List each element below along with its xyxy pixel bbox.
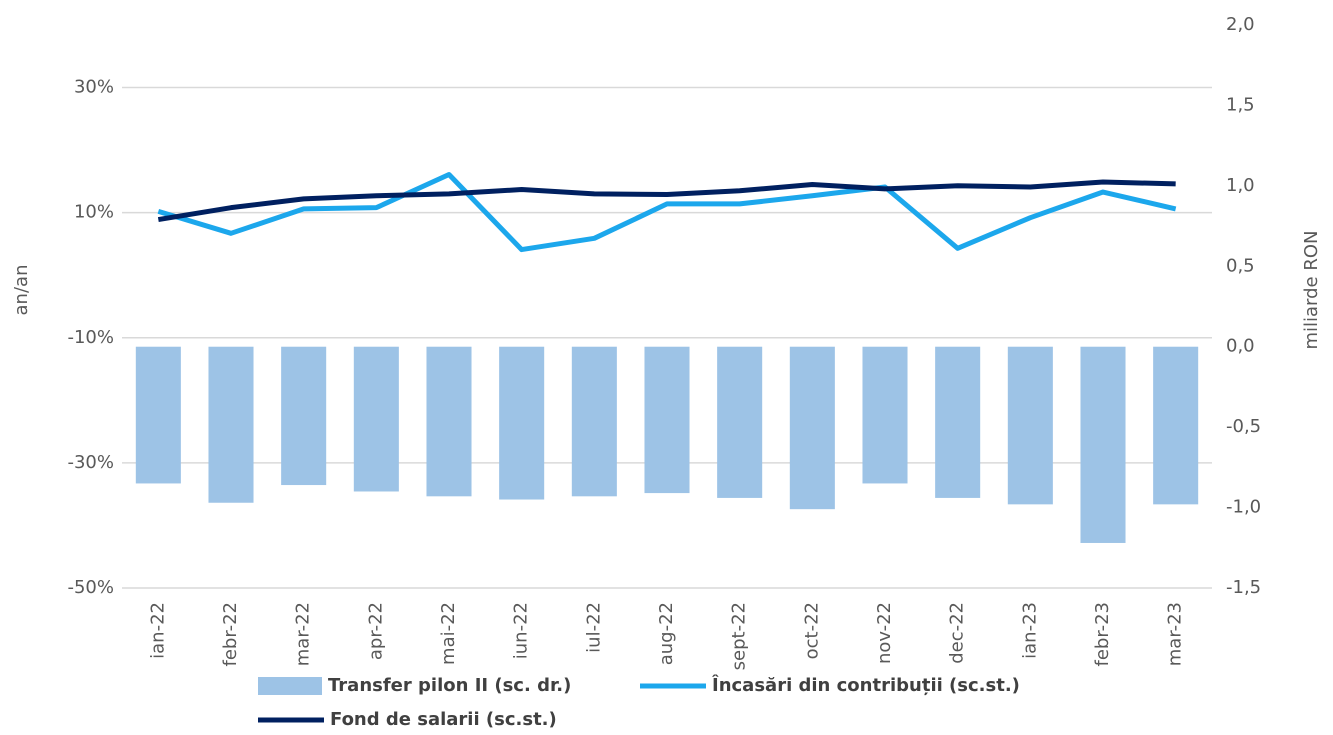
bar	[789, 346, 835, 510]
x-tick-label: aug-22	[656, 602, 677, 665]
x-tick-label: ian-23	[1019, 602, 1040, 659]
x-tick-label: ian-22	[147, 602, 168, 659]
y2-tick-label: -1,0	[1226, 497, 1261, 518]
y-tick-label: -10%	[67, 327, 114, 348]
legend-swatch	[258, 677, 322, 695]
x-tick-label: sept-22	[729, 602, 750, 670]
bar	[281, 346, 327, 486]
y-tick-label: -30%	[67, 452, 114, 473]
y2-tick-label: -0,5	[1226, 416, 1261, 437]
bar	[426, 346, 472, 497]
x-tick-label: mar-22	[293, 602, 314, 666]
y2-tick-label: 1,5	[1226, 94, 1255, 115]
x-tick-label: iul-22	[583, 602, 604, 653]
x-tick-label: nov-22	[874, 602, 895, 664]
y-tick-label: 10%	[74, 202, 114, 223]
bar	[935, 346, 981, 498]
bar	[208, 346, 254, 503]
legend-label: Fond de salarii (sc.st.)	[330, 709, 557, 730]
y2-tick-label: 0,5	[1226, 255, 1255, 276]
bar	[1007, 346, 1053, 505]
x-tick-label: febr-22	[220, 602, 241, 667]
bar	[135, 346, 181, 484]
y-tick-label: 30%	[74, 77, 114, 98]
bar	[862, 346, 908, 484]
line	[157, 179, 1176, 223]
y2-tick-label: 2,0	[1226, 14, 1255, 35]
bar	[571, 346, 617, 497]
bar	[644, 346, 690, 494]
bar	[717, 346, 763, 498]
bar	[499, 346, 545, 500]
y-tick-label: -50%	[67, 577, 114, 598]
x-tick-label: mar-23	[1165, 602, 1186, 666]
legend-label: Încasări din contribuții (sc.st.)	[712, 674, 1020, 696]
line	[157, 172, 1177, 253]
x-tick-label: iun-22	[511, 602, 532, 659]
y2-tick-label: 1,0	[1226, 175, 1255, 196]
x-tick-label: oct-22	[801, 602, 822, 659]
bar	[1153, 346, 1199, 505]
y-axis-label: an/an	[11, 265, 32, 316]
x-tick-label: febr-23	[1092, 602, 1113, 667]
bar	[1080, 346, 1126, 543]
legend-label: Transfer pilon II (sc. dr.)	[328, 675, 571, 696]
y2-axis-label: miliarde RON	[1301, 230, 1322, 349]
y2-tick-label: 0,0	[1226, 336, 1255, 357]
x-tick-label: apr-22	[365, 602, 386, 660]
x-tick-label: dec-22	[947, 602, 968, 664]
y2-tick-label: -1,5	[1226, 577, 1261, 598]
x-tick-label: mai-22	[438, 602, 459, 665]
bar	[353, 346, 399, 492]
